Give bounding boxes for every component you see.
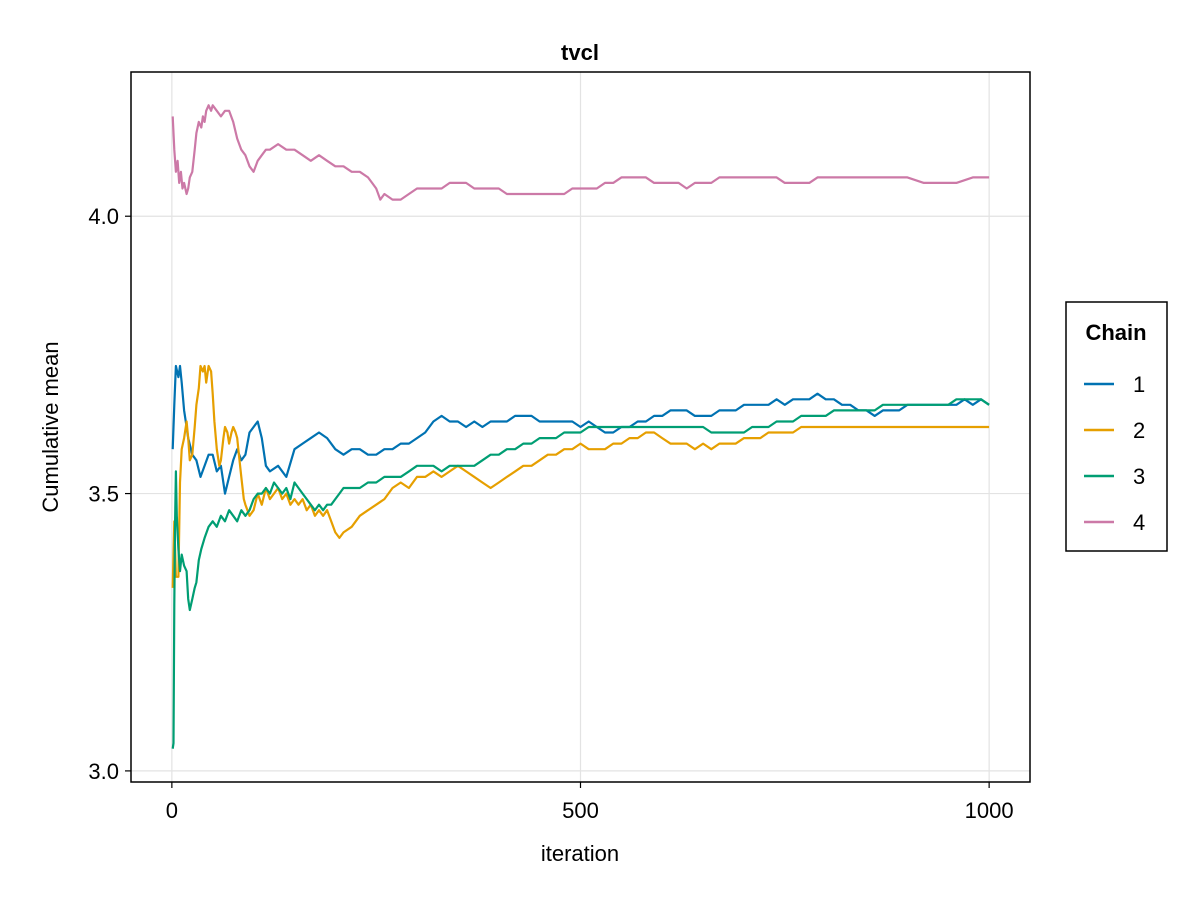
series-line-chain-4: [171, 104, 990, 201]
legend-items: 1 2 3 4: [1084, 372, 1145, 535]
chart-title: tvcl: [561, 40, 599, 65]
series-line-chain-3: [171, 398, 990, 749]
legend-label-chain-1: 1: [1133, 372, 1145, 397]
y-tick-label: 3.0: [88, 759, 119, 784]
legend-title: Chain: [1085, 320, 1146, 345]
x-tick-label: 0: [166, 798, 178, 823]
y-tick-label: 3.5: [88, 482, 119, 507]
x-tick-label: 500: [562, 798, 599, 823]
x-tick-label: 1000: [965, 798, 1014, 823]
legend: Chain 1 2 3 4: [1065, 301, 1168, 552]
legend-label-chain-3: 3: [1133, 464, 1145, 489]
legend-label-chain-2: 2: [1133, 418, 1145, 443]
x-axis-label: iteration: [541, 841, 619, 866]
x-axis-ticks: 0 500 1000: [166, 782, 1014, 823]
legend-label-chain-4: 4: [1133, 510, 1145, 535]
series-lines: [171, 104, 990, 749]
y-axis-ticks: 3.0 3.5 4.0: [88, 204, 131, 784]
y-tick-label: 4.0: [88, 204, 119, 229]
y-axis-label: Cumulative mean: [38, 341, 63, 512]
series-line-chain-2: [171, 364, 990, 588]
series-line-chain-1: [171, 364, 990, 495]
legend-box: [1065, 301, 1168, 552]
